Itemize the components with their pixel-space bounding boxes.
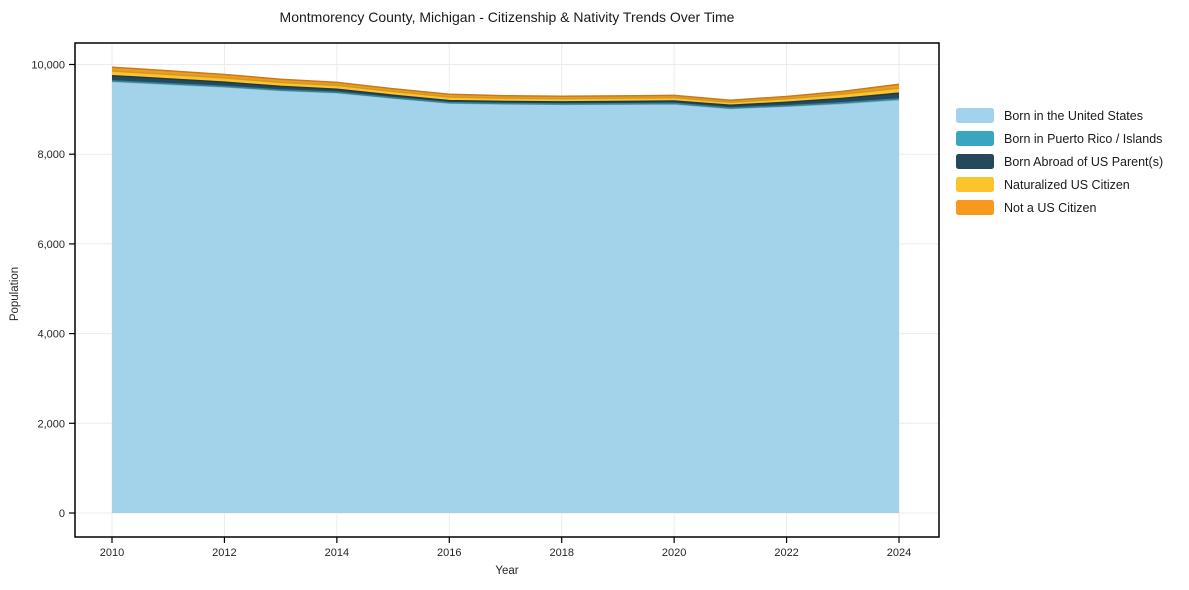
area-band-edge bbox=[111, 70, 900, 103]
plot-frame bbox=[74, 42, 940, 538]
y-tick-label: 10,000 bbox=[31, 60, 65, 72]
legend-item-1: Born in Puerto Rico / Islands bbox=[956, 127, 1163, 150]
legend-item-2: Born Abroad of US Parent(s) bbox=[956, 150, 1163, 173]
y-tick-label: 4,000 bbox=[37, 329, 65, 341]
x-tick-label: 2022 bbox=[774, 547, 798, 559]
x-tick-label: 2016 bbox=[437, 547, 461, 559]
legend-swatch bbox=[956, 200, 994, 215]
area-band-edge bbox=[111, 74, 900, 107]
x-tick-label: 2012 bbox=[212, 547, 236, 559]
legend-swatch bbox=[956, 154, 994, 169]
legend-item-3: Naturalized US Citizen bbox=[956, 173, 1163, 196]
legend-swatch bbox=[956, 108, 994, 123]
legend-label: Not a US Citizen bbox=[1004, 200, 1097, 215]
x-tick-label: 2018 bbox=[549, 547, 573, 559]
y-tick-label: 6,000 bbox=[37, 239, 65, 251]
area-band-edge bbox=[111, 66, 900, 101]
x-tick-label: 2014 bbox=[325, 547, 349, 559]
legend-label: Born Abroad of US Parent(s) bbox=[1004, 154, 1164, 169]
x-tick-label: 2010 bbox=[100, 547, 124, 559]
y-tick-label: 2,000 bbox=[37, 418, 65, 430]
legend-label: Born in the United States bbox=[1004, 108, 1143, 123]
y-tick-label: 0 bbox=[59, 508, 65, 520]
x-axis-title: Year bbox=[495, 565, 519, 577]
legend-swatch bbox=[956, 131, 994, 146]
area-band-edge bbox=[111, 80, 900, 109]
area-band bbox=[112, 81, 899, 513]
legend: Born in the United States Born in Puerto … bbox=[956, 104, 1163, 219]
legend-swatch bbox=[956, 177, 994, 192]
x-tick-label: 2020 bbox=[662, 547, 686, 559]
legend-item-4: Not a US Citizen bbox=[956, 196, 1163, 219]
legend-label: Born in Puerto Rico / Islands bbox=[1004, 131, 1163, 146]
legend-label: Naturalized US Citizen bbox=[1004, 177, 1130, 192]
y-tick-label: 8,000 bbox=[37, 149, 65, 161]
legend-item-0: Born in the United States bbox=[956, 104, 1163, 127]
x-tick-label: 2024 bbox=[887, 547, 911, 559]
chart-title: Montmorency County, Michigan - Citizensh… bbox=[279, 9, 735, 25]
